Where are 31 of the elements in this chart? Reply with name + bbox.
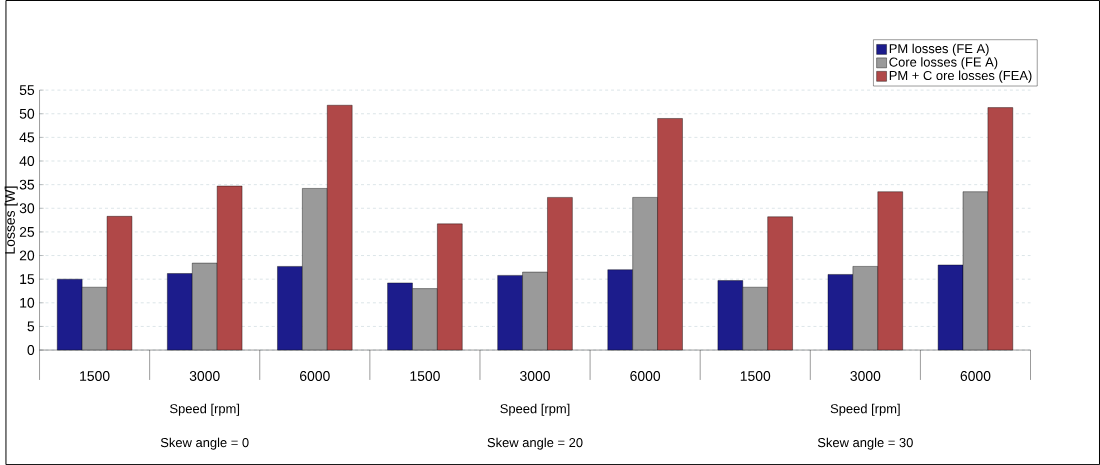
x-tick-label: 3000 xyxy=(850,371,881,381)
y-axis-title: Losses [W] xyxy=(4,186,18,254)
x-tick-label: 6000 xyxy=(300,371,330,381)
y-tick-label: 0 xyxy=(27,345,35,355)
text: Skew angle = 20 xyxy=(487,437,583,450)
y-tick-label: 30 xyxy=(19,203,35,214)
x-tick-label: 3000 xyxy=(189,371,220,381)
y-tick-label: 35 xyxy=(19,179,35,190)
text: Skew angle = 30 xyxy=(817,437,913,450)
text: Speed [rpm] xyxy=(830,403,900,416)
legend-label: PM + C ore losses (FEA) xyxy=(889,70,1032,83)
y-tick-label: 50 xyxy=(19,108,35,119)
y-tick-label: 5 xyxy=(27,321,35,332)
y-tick-label: 10 xyxy=(20,297,35,308)
text: Speed [rpm] xyxy=(170,403,240,416)
y-tick-label: 40 xyxy=(19,156,35,166)
y-tick-label: 45 xyxy=(19,132,35,143)
x-tick-label: 1500 xyxy=(740,371,771,381)
legend-label: PM losses (FE A) xyxy=(889,43,989,56)
text: Speed [rpm] xyxy=(500,403,570,416)
y-tick-label: 15 xyxy=(20,274,35,284)
x-tick-label: 1500 xyxy=(80,371,110,381)
x-tick-label: 6000 xyxy=(630,371,661,381)
legend-label: Core losses (FE A) xyxy=(889,57,998,70)
y-tick-label: 55 xyxy=(19,85,35,95)
y-tick-label: 25 xyxy=(19,226,35,237)
x-tick-label: 6000 xyxy=(960,371,991,381)
y-tick-label: 20 xyxy=(19,250,35,261)
text: Skew angle = 0 xyxy=(160,437,249,450)
x-tick-label: 3000 xyxy=(520,371,550,381)
x-tick-label: 1500 xyxy=(410,371,440,381)
